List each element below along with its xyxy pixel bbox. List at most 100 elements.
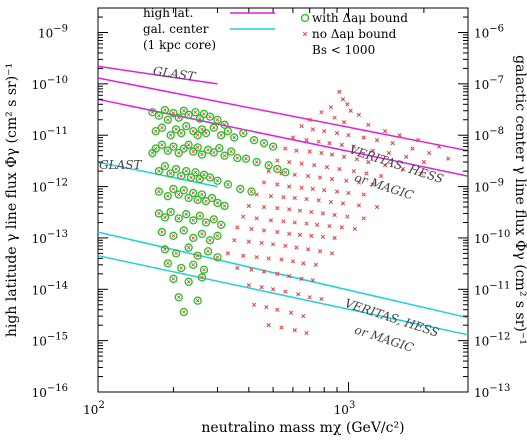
with-bound-point-marker bbox=[200, 152, 204, 157]
no-bound-point bbox=[348, 108, 353, 113]
with-bound-point bbox=[163, 146, 172, 155]
with-bound-point bbox=[215, 143, 224, 153]
no-bound-point bbox=[374, 204, 380, 210]
with-bound-point bbox=[160, 161, 170, 171]
no-bound-point bbox=[341, 119, 347, 125]
no-bound-point bbox=[400, 166, 406, 172]
with-bound-point-marker bbox=[198, 214, 202, 218]
no-bound-point bbox=[268, 218, 274, 223]
with-bound-point bbox=[189, 233, 198, 243]
y2-tick-label: 10−7 bbox=[474, 75, 504, 92]
no-bound-point bbox=[270, 242, 276, 247]
y-tick-label: 10−13 bbox=[32, 229, 68, 246]
legend: high lat. gal. center (1 kpc core) with Δaμ… bbox=[143, 6, 408, 57]
no-bound-point bbox=[287, 159, 292, 165]
with-bound-point bbox=[216, 220, 226, 229]
with-bound-point bbox=[171, 164, 181, 174]
with-bound-point bbox=[189, 188, 198, 198]
with-bound-point bbox=[169, 108, 178, 118]
with-bound-point-marker bbox=[186, 245, 191, 250]
with-bound-point-marker bbox=[171, 187, 176, 191]
with-bound-point-marker bbox=[177, 151, 181, 155]
x-tick-label: 102 bbox=[83, 400, 105, 417]
with-bound-point bbox=[203, 247, 213, 256]
with-bound-point bbox=[184, 193, 193, 203]
no-bound-point bbox=[309, 233, 314, 238]
no-bound-point bbox=[345, 102, 350, 107]
with-bound-point bbox=[197, 190, 207, 199]
no-bound-point bbox=[281, 195, 286, 200]
no-bound-point bbox=[288, 310, 294, 315]
with-bound-point-marker bbox=[219, 223, 223, 227]
with-bound-point-marker bbox=[177, 115, 181, 120]
no-bound-point bbox=[297, 208, 303, 213]
with-bound-point bbox=[201, 128, 211, 138]
with-bound-point bbox=[174, 113, 183, 122]
with-bound-point bbox=[191, 168, 200, 177]
no-bound-point bbox=[319, 150, 324, 156]
with-bound-point bbox=[148, 108, 157, 117]
with-bound-point-marker bbox=[212, 126, 216, 130]
with-bound-point-marker bbox=[193, 170, 198, 174]
with-bound-point-marker bbox=[171, 144, 176, 149]
no-bound-point bbox=[297, 232, 303, 237]
no-bound-point bbox=[249, 226, 254, 232]
no-bound-point bbox=[364, 171, 369, 176]
with-bound-point-marker bbox=[182, 310, 186, 314]
no-bound-point bbox=[275, 271, 280, 276]
no-bound-point bbox=[356, 203, 362, 208]
with-bound-point-marker bbox=[177, 295, 181, 299]
no-bound-point bbox=[251, 302, 257, 307]
no-bound-point bbox=[390, 141, 395, 146]
with-bound-point bbox=[151, 144, 160, 153]
with-bound-point-marker bbox=[195, 298, 200, 303]
y2-tick-label: 10−12 bbox=[474, 332, 510, 349]
with-bound-point-marker bbox=[166, 148, 170, 153]
with-bound-point bbox=[166, 169, 175, 178]
with-bound-point bbox=[169, 142, 178, 151]
no-bound-point bbox=[345, 214, 350, 219]
with-bound-point-marker bbox=[171, 277, 176, 281]
with-bound-point bbox=[193, 195, 202, 205]
no-bound-point bbox=[246, 283, 251, 288]
with-bound-point-marker bbox=[154, 146, 158, 151]
with-bound-point bbox=[179, 186, 188, 195]
no-bound-point bbox=[334, 130, 340, 136]
with-bound-point bbox=[209, 148, 218, 157]
with-bound-point-marker bbox=[186, 113, 191, 117]
with-bound-point-marker bbox=[219, 133, 223, 137]
with-bound-point bbox=[160, 213, 170, 222]
with-bound-point-marker bbox=[229, 149, 233, 154]
no-bound-point bbox=[427, 150, 432, 156]
with-bound-point-marker bbox=[198, 116, 202, 121]
no-bound-point bbox=[339, 225, 344, 230]
no-bound-point bbox=[275, 229, 280, 235]
no-bound-point bbox=[340, 97, 346, 102]
no-bound-point bbox=[320, 234, 325, 239]
no-bound-point bbox=[418, 171, 424, 176]
no-bound-point bbox=[261, 180, 267, 185]
with-bound-point bbox=[179, 106, 188, 115]
with-bound-point bbox=[213, 253, 222, 262]
with-bound-point bbox=[174, 214, 183, 223]
no-bound-point bbox=[370, 182, 375, 187]
with-bound-point-marker bbox=[189, 175, 193, 180]
with-bound-point-marker bbox=[215, 201, 220, 205]
with-bound-point-marker bbox=[174, 167, 178, 171]
y2-tick-label: 10−10 bbox=[474, 229, 510, 246]
with-bound-point bbox=[273, 164, 282, 174]
with-bound-point-marker bbox=[174, 251, 178, 256]
with-bound-point-marker bbox=[160, 126, 164, 130]
with-bound-point bbox=[193, 296, 202, 305]
with-bound-point-marker bbox=[222, 204, 227, 208]
no-bound-point bbox=[299, 185, 304, 190]
with-bound-point-marker bbox=[244, 156, 248, 161]
no-bound-point bbox=[259, 285, 264, 290]
no-bound-point bbox=[370, 148, 375, 153]
with-bound-point-marker bbox=[232, 135, 236, 140]
with-bound-point bbox=[197, 229, 207, 239]
with-bound-point-marker bbox=[200, 275, 204, 280]
no-bound-point bbox=[283, 146, 288, 151]
with-bound-point-marker bbox=[195, 133, 200, 137]
no-bound-point bbox=[261, 204, 267, 210]
